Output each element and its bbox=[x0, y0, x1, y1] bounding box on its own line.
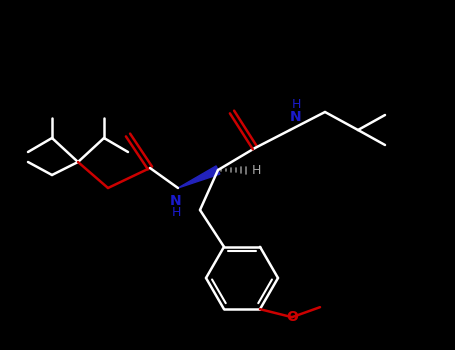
Text: N: N bbox=[170, 194, 182, 208]
Text: O: O bbox=[286, 310, 298, 324]
Text: H: H bbox=[172, 205, 181, 218]
Polygon shape bbox=[178, 166, 220, 188]
Text: H: H bbox=[251, 163, 261, 176]
Text: H: H bbox=[291, 98, 301, 112]
Text: N: N bbox=[290, 110, 302, 124]
